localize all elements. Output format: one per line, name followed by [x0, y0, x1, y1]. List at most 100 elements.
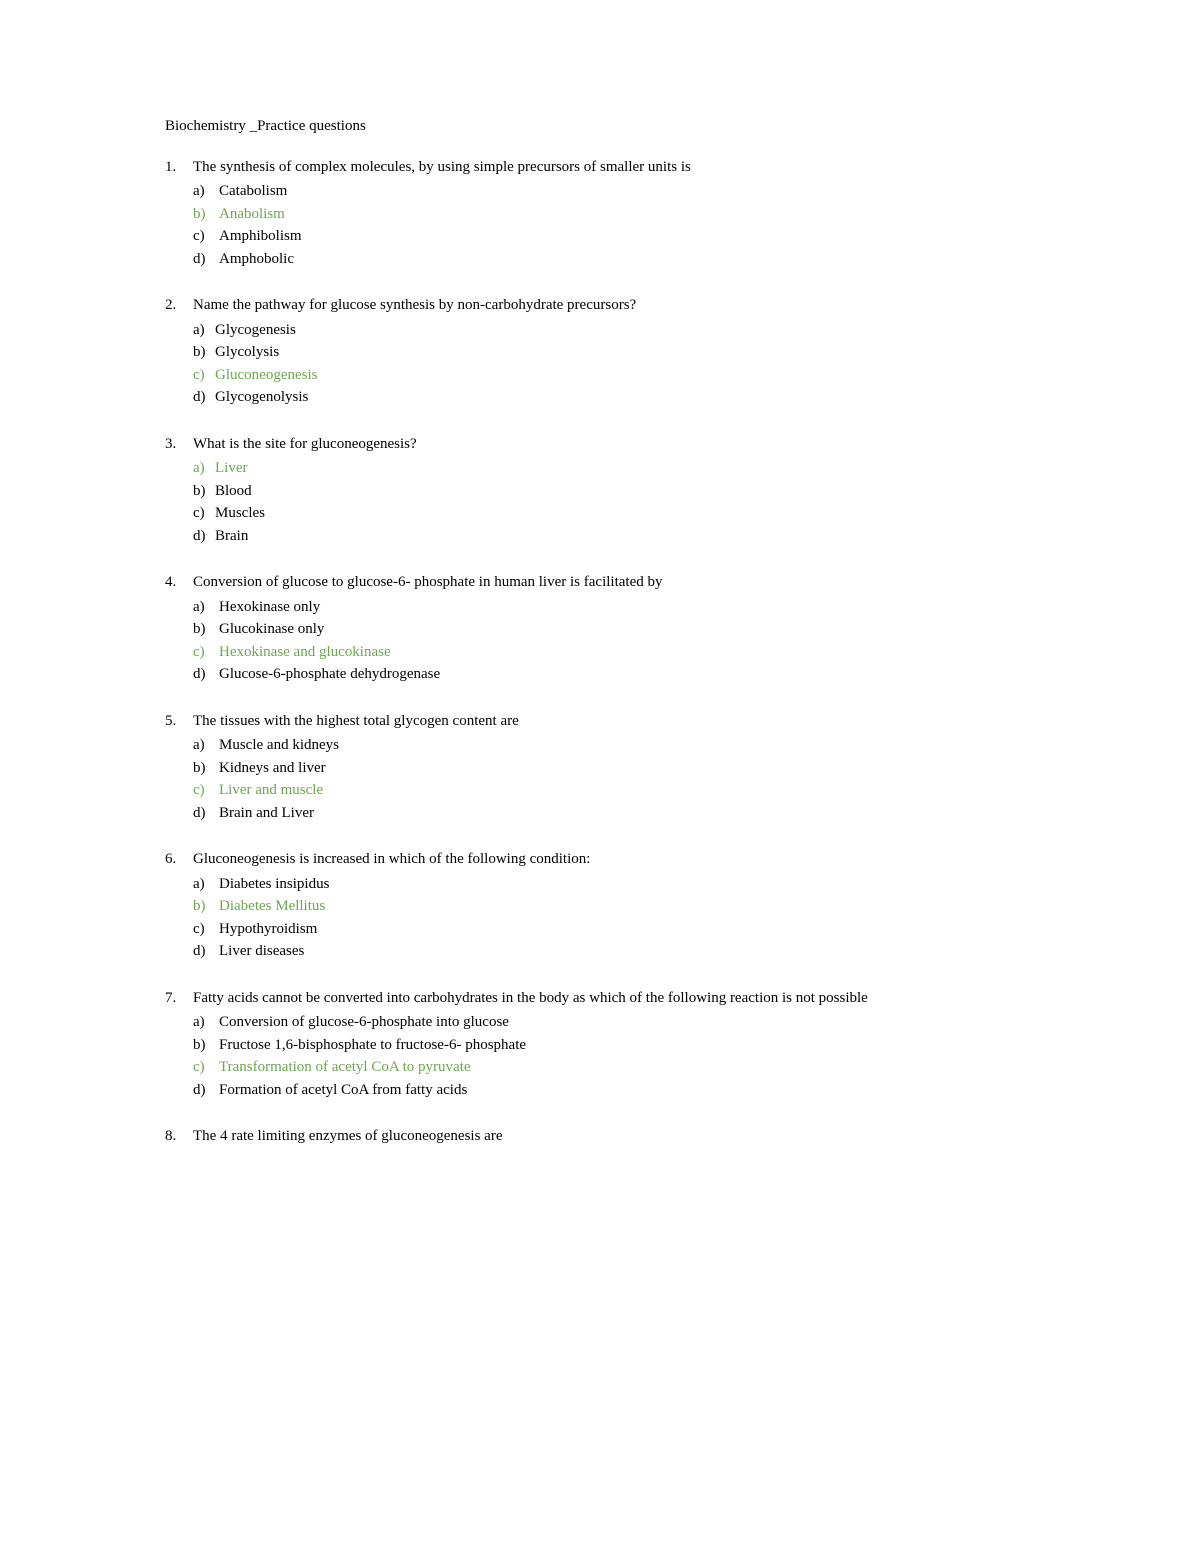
option-row: c)Hypothyroidism	[165, 918, 1040, 941]
option-letter: d)	[193, 386, 215, 409]
option-letter: b)	[193, 1034, 219, 1057]
option-row: d)Liver diseases	[165, 940, 1040, 963]
option-letter: c)	[193, 1056, 219, 1079]
question-block: 4.Conversion of glucose to glucose-6- ph…	[165, 571, 1040, 686]
option-text: Brain	[215, 525, 1040, 548]
options-list: a)Muscle and kidneysb)Kidneys and liverc…	[165, 734, 1040, 824]
question-number: 4.	[165, 571, 193, 594]
option-text: Diabetes insipidus	[219, 873, 1040, 896]
question-text: The 4 rate limiting enzymes of gluconeog…	[193, 1125, 1040, 1148]
options-list: a)Catabolismb)Anabolismc)Amphibolismd)Am…	[165, 180, 1040, 270]
option-letter: c)	[193, 779, 219, 802]
option-text: Catabolism	[219, 180, 1040, 203]
option-row: a)Diabetes insipidus	[165, 873, 1040, 896]
question-row: 6.Gluconeogenesis is increased in which …	[165, 848, 1040, 871]
option-row: b)Diabetes Mellitus	[165, 895, 1040, 918]
option-text: Muscles	[215, 502, 1040, 525]
option-text: Glycogenesis	[215, 319, 1040, 342]
question-number: 1.	[165, 156, 193, 179]
option-text: Liver diseases	[219, 940, 1040, 963]
options-list: a)Hexokinase onlyb)Glucokinase onlyc)Hex…	[165, 596, 1040, 686]
option-letter: b)	[193, 757, 219, 780]
question-row: 7.Fatty acids cannot be converted into c…	[165, 987, 1040, 1010]
question-text: Fatty acids cannot be converted into car…	[193, 987, 1040, 1010]
option-letter: c)	[193, 502, 215, 525]
option-letter: a)	[193, 873, 219, 896]
question-block: 2.Name the pathway for glucose synthesis…	[165, 294, 1040, 409]
option-letter: c)	[193, 225, 219, 248]
options-list: a)Diabetes insipidusb)Diabetes Mellitusc…	[165, 873, 1040, 963]
option-text: Hypothyroidism	[219, 918, 1040, 941]
question-row: 5.The tissues with the highest total gly…	[165, 710, 1040, 733]
option-letter: b)	[193, 480, 215, 503]
option-letter: a)	[193, 457, 215, 480]
option-text: Kidneys and liver	[219, 757, 1040, 780]
option-letter: a)	[193, 734, 219, 757]
option-row: b)Glycolysis	[165, 341, 1040, 364]
question-text: Gluconeogenesis is increased in which of…	[193, 848, 1040, 871]
question-block: 3.What is the site for gluconeogenesis?a…	[165, 433, 1040, 548]
option-text: Conversion of glucose-6-phosphate into g…	[219, 1011, 1040, 1034]
question-row: 8.The 4 rate limiting enzymes of glucone…	[165, 1125, 1040, 1148]
question-text: The synthesis of complex molecules, by u…	[193, 156, 1040, 179]
option-letter: c)	[193, 918, 219, 941]
option-row: a)Liver	[165, 457, 1040, 480]
option-row: c)Gluconeogenesis	[165, 364, 1040, 387]
question-row: 3.What is the site for gluconeogenesis?	[165, 433, 1040, 456]
question-text: What is the site for gluconeogenesis?	[193, 433, 1040, 456]
option-letter: d)	[193, 940, 219, 963]
question-block: 1.The synthesis of complex molecules, by…	[165, 156, 1040, 271]
option-letter: a)	[193, 180, 219, 203]
option-row: d)Glycogenolysis	[165, 386, 1040, 409]
option-letter: b)	[193, 895, 219, 918]
option-text: Liver and muscle	[219, 779, 1040, 802]
question-text: The tissues with the highest total glyco…	[193, 710, 1040, 733]
option-text: Amphobolic	[219, 248, 1040, 271]
option-letter: d)	[193, 663, 219, 686]
option-row: b)Anabolism	[165, 203, 1040, 226]
option-row: b)Glucokinase only	[165, 618, 1040, 641]
option-row: d)Brain and Liver	[165, 802, 1040, 825]
question-row: 1.The synthesis of complex molecules, by…	[165, 156, 1040, 179]
questions-list: 1.The synthesis of complex molecules, by…	[165, 156, 1040, 1148]
question-number: 5.	[165, 710, 193, 733]
option-text: Gluconeogenesis	[215, 364, 1040, 387]
question-row: 2.Name the pathway for glucose synthesis…	[165, 294, 1040, 317]
option-text: Glucokinase only	[219, 618, 1040, 641]
option-letter: d)	[193, 525, 215, 548]
option-row: a)Glycogenesis	[165, 319, 1040, 342]
option-row: a)Muscle and kidneys	[165, 734, 1040, 757]
option-row: c)Amphibolism	[165, 225, 1040, 248]
question-block: 5.The tissues with the highest total gly…	[165, 710, 1040, 825]
option-letter: a)	[193, 596, 219, 619]
option-text: Liver	[215, 457, 1040, 480]
question-block: 6.Gluconeogenesis is increased in which …	[165, 848, 1040, 963]
option-row: d)Glucose-6-phosphate dehydrogenase	[165, 663, 1040, 686]
option-row: c)Transformation of acetyl CoA to pyruva…	[165, 1056, 1040, 1079]
option-row: d)Formation of acetyl CoA from fatty aci…	[165, 1079, 1040, 1102]
option-text: Diabetes Mellitus	[219, 895, 1040, 918]
question-number: 2.	[165, 294, 193, 317]
option-text: Anabolism	[219, 203, 1040, 226]
option-letter: b)	[193, 203, 219, 226]
option-text: Formation of acetyl CoA from fatty acids	[219, 1079, 1040, 1102]
options-list: a)Conversion of glucose-6-phosphate into…	[165, 1011, 1040, 1101]
option-letter: c)	[193, 364, 215, 387]
option-row: a)Hexokinase only	[165, 596, 1040, 619]
document-title: Biochemistry _Practice questions	[165, 115, 1040, 138]
option-row: a)Conversion of glucose-6-phosphate into…	[165, 1011, 1040, 1034]
option-text: Transformation of acetyl CoA to pyruvate	[219, 1056, 1040, 1079]
option-text: Fructose 1,6-bisphosphate to fructose-6-…	[219, 1034, 1040, 1057]
option-row: c)Liver and muscle	[165, 779, 1040, 802]
question-block: 7.Fatty acids cannot be converted into c…	[165, 987, 1040, 1102]
option-text: Blood	[215, 480, 1040, 503]
question-number: 3.	[165, 433, 193, 456]
option-letter: d)	[193, 802, 219, 825]
option-letter: c)	[193, 641, 219, 664]
option-letter: d)	[193, 1079, 219, 1102]
question-number: 6.	[165, 848, 193, 871]
option-letter: b)	[193, 618, 219, 641]
option-row: b)Kidneys and liver	[165, 757, 1040, 780]
document-page: Biochemistry _Practice questions 1.The s…	[0, 0, 1200, 1553]
question-block: 8.The 4 rate limiting enzymes of glucone…	[165, 1125, 1040, 1148]
